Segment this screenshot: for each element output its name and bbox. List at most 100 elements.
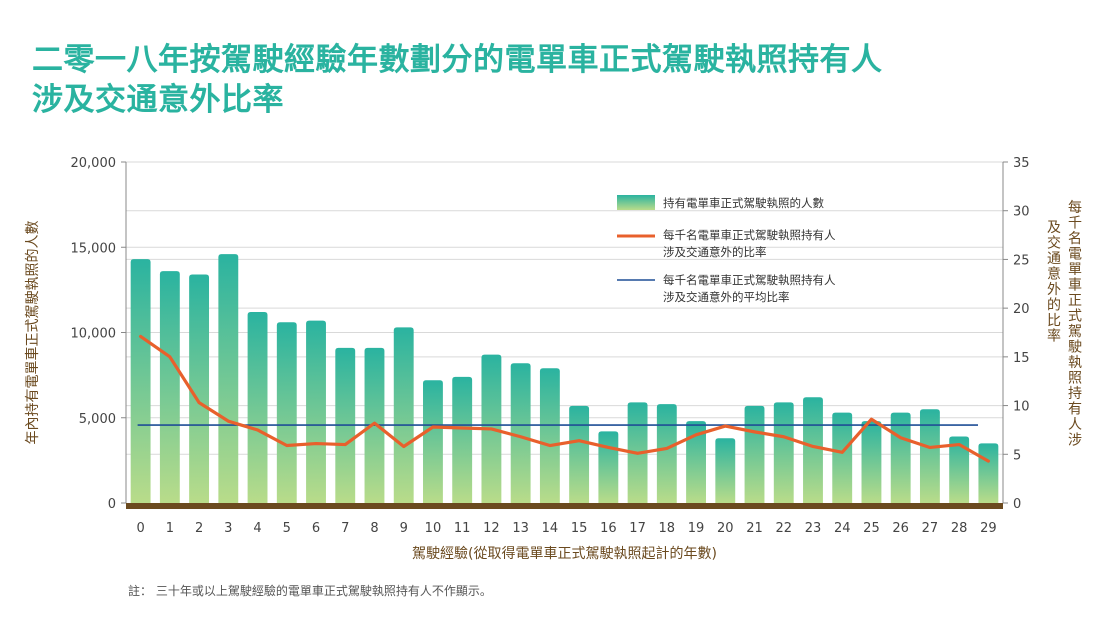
left-tick-label: 0: [108, 497, 116, 512]
x-tick-label: 10: [425, 521, 442, 536]
legend-swatch-bars: [617, 195, 655, 210]
right-tick-label: 0: [1013, 497, 1021, 512]
bar: [744, 405, 765, 503]
x-tick-label: 19: [688, 521, 705, 536]
right-axis-title-char: 名: [1068, 231, 1082, 247]
right-axis-title-char: 涉: [1068, 433, 1082, 449]
bar: [861, 421, 882, 503]
rate-line-series: [139, 334, 990, 463]
bar: [539, 368, 560, 503]
x-tick-label: 13: [512, 521, 529, 536]
right-axis-title-char: 千: [1068, 216, 1082, 232]
x-tick-label: 18: [659, 521, 676, 536]
right-tick-label: 30: [1013, 205, 1030, 220]
x-tick-label: 17: [629, 521, 646, 536]
right-tick-label: 35: [1013, 156, 1030, 171]
left-tick-label: 10,000: [71, 327, 117, 342]
bar: [978, 443, 999, 503]
bar-series: [130, 254, 999, 503]
chart-title-line2: 涉及交通意外比率: [32, 82, 284, 118]
x-tick-label: 7: [341, 521, 349, 536]
right-axis-title-char: 駕: [1068, 324, 1082, 340]
bar: [276, 322, 297, 503]
bar: [218, 254, 239, 503]
x-tick-label: 16: [600, 521, 617, 536]
right-axis-title-char: 持: [1068, 386, 1082, 402]
legend-label-bars: 持有電單車正式駕駛執照的人數: [663, 196, 824, 210]
x-tick-label: 0: [136, 521, 144, 536]
x-tick-label: 4: [253, 521, 261, 536]
x-tick-label: 26: [892, 521, 909, 536]
footnote: 註： 三十年或以上駕駛經驗的電單車正式駕駛執照持有人不作顯示。: [128, 584, 492, 598]
bar: [569, 405, 590, 503]
bar: [189, 274, 210, 503]
bar: [656, 404, 677, 503]
rate-line: [139, 334, 990, 463]
right-axis-title-char: 人: [1068, 417, 1082, 433]
right-axis-title-char: 正: [1068, 293, 1082, 309]
right-axis-title-char: 率: [1047, 328, 1061, 345]
right-tick-label: 5: [1013, 448, 1021, 463]
x-tick-label: 1: [166, 521, 174, 536]
bar: [715, 438, 736, 503]
x-tick-label: 23: [805, 521, 822, 536]
right-tick-label: 20: [1013, 302, 1030, 317]
right-tick-label: 10: [1013, 400, 1030, 415]
x-axis-title: 駕駛經驗(從取得電單車正式駕駛執照起計的年數): [412, 545, 717, 562]
right-axis-title-char: 單: [1068, 262, 1082, 278]
legend: 持有電單車正式駕駛執照的人數每千名電單車正式駕駛執照持有人涉及交通意外的比率每千…: [617, 195, 836, 304]
right-axis-title-char: 的: [1047, 298, 1061, 314]
x-tick-label: 6: [312, 521, 320, 536]
bar: [130, 259, 151, 503]
x-tick-label: 29: [980, 521, 997, 536]
right-axis-title-char: 比: [1047, 313, 1061, 329]
left-tick-label: 20,000: [71, 156, 117, 171]
x-tick-label: 9: [400, 521, 408, 536]
bar: [159, 271, 180, 503]
bar: [832, 412, 853, 503]
left-tick-label: 5,000: [79, 412, 116, 427]
right-axis-title-char: 及: [1047, 220, 1061, 236]
x-tick-label: 22: [775, 521, 792, 536]
chart-title-line1: 二零一八年按駕駛經驗年數劃分的電單車正式駕駛執照持有人: [32, 42, 883, 78]
bar: [247, 312, 268, 503]
x-tick-label: 2: [195, 521, 203, 536]
right-axis-title-char: 電: [1068, 247, 1082, 263]
bar: [686, 421, 706, 503]
bar: [949, 436, 970, 503]
right-axis-title-char: 外: [1047, 282, 1061, 298]
x-tick-label: 14: [542, 521, 559, 536]
right-axis-title-char: 通: [1047, 251, 1061, 267]
right-axis-title-char: 意: [1047, 266, 1061, 283]
left-axis-title: 年內持有電單車正式駕駛執照的人數: [24, 221, 41, 445]
bar: [423, 380, 443, 503]
right-tick-label: 15: [1013, 351, 1030, 366]
right-axis-title-char: 照: [1068, 371, 1082, 387]
legend-label-average: 每千名電單車正式駕駛執照持有人: [663, 273, 836, 287]
x-tick-label: 12: [483, 521, 500, 536]
bar: [393, 327, 414, 503]
bar: [510, 363, 531, 503]
x-tick-label: 5: [283, 521, 291, 536]
right-tick-label: 25: [1013, 253, 1030, 268]
bar: [890, 412, 911, 503]
right-axis-title-char: 車: [1068, 277, 1082, 294]
x-tick-label: 20: [717, 521, 734, 536]
right-axis-title-char: 執: [1068, 355, 1082, 371]
right-axis-title-char: 每: [1068, 200, 1082, 216]
bar: [919, 409, 940, 503]
x-tick-label: 8: [370, 521, 378, 536]
x-tick-label: 27: [922, 521, 939, 536]
chart-title: 二零一八年按駕駛經驗年數劃分的電單車正式駕駛執照持有人 涉及交通意外比率: [32, 40, 883, 120]
right-axis-title-char: 有: [1068, 402, 1082, 418]
x-tick-label: 28: [951, 521, 968, 536]
gridlines: [126, 161, 1003, 455]
right-axis-title-char: 駛: [1068, 340, 1082, 356]
legend-label-rate: 每千名電單車正式駕駛執照持有人: [663, 228, 836, 242]
bar: [306, 320, 326, 503]
x-tick-label: 3: [224, 521, 232, 536]
x-tick-label: 11: [454, 521, 471, 536]
x-tick-label: 15: [571, 521, 588, 536]
